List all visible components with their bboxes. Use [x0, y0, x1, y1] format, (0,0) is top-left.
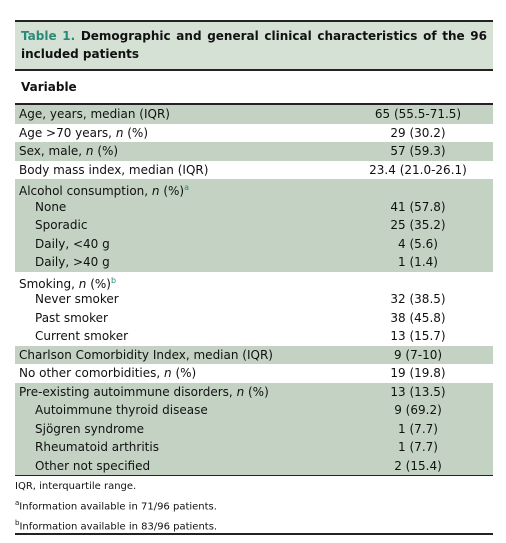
row-label: Age, years, median (IQR)	[19, 107, 170, 121]
note-mark: a	[184, 183, 190, 192]
value-cell: 1 (7.7)	[398, 440, 438, 454]
row: Pre-existing autoimmune disorders, n (%)…	[15, 382, 493, 402]
row-label: Sporadic	[35, 218, 88, 232]
row-label: Pre-existing autoimmune disorders, n (%)	[19, 384, 269, 399]
value-cell: 9 (7-10)	[393, 347, 443, 362]
label-cell: Current smoker	[15, 327, 343, 346]
row: Charlson Comorbidity Index, median (IQR)…	[15, 345, 493, 365]
row-label: Age >70 years, n (%)	[19, 125, 149, 140]
value-cell	[343, 272, 493, 291]
label-cell: Sjögren syndrome	[15, 420, 343, 439]
sub-row: Current smoker 13 (15.7)	[15, 327, 493, 346]
value-cell: 32 (38.5)	[390, 292, 446, 306]
table-title: Demographic and general clinical charact…	[21, 29, 487, 61]
value-cell: 38 (45.8)	[390, 310, 446, 325]
row: Body mass index, median (IQR) 23.4 (21.0-…	[15, 161, 493, 180]
label-cell: Never smoker	[15, 290, 343, 309]
row: Sex, male, n (%) 57 (59.3)	[15, 142, 493, 161]
value-cell	[343, 179, 493, 198]
row: Age, years, median (IQR) 65 (55.5-71.5)	[15, 105, 493, 124]
label-cell: Smoking, n (%)b	[15, 272, 343, 291]
value-cell: 9 (69.2)	[394, 403, 442, 417]
row: Alcohol consumption, n (%)a	[15, 179, 493, 198]
footnote: IQR, interquartile range.	[15, 479, 493, 495]
sub-row: Sporadic 25 (35.2)	[15, 216, 493, 235]
sub-row: Autoimmune thyroid disease 9 (69.2)	[15, 401, 493, 420]
sub-row: Past smoker 38 (45.8)	[15, 309, 493, 328]
label-cell: Sporadic	[15, 216, 343, 235]
row-label: Rheumatoid arthritis	[35, 440, 159, 454]
footnote: aInformation available in 71/96 patients…	[15, 495, 493, 515]
label-cell: Daily, <40 g	[15, 235, 343, 254]
value-cell: 13 (13.5)	[390, 384, 446, 399]
label-cell: Other not specified	[15, 457, 343, 476]
bottom-rule	[15, 533, 493, 535]
column-header: Variable	[15, 69, 493, 105]
table-caption: Table 1. Demographic and general clinica…	[15, 20, 493, 69]
row: Smoking, n (%)b	[15, 272, 493, 291]
row-label: Other not specified	[35, 458, 151, 473]
sub-row: Daily, <40 g 4 (5.6)	[15, 234, 493, 254]
label-cell: Rheumatoid arthritis	[15, 438, 343, 457]
label-cell: Daily, >40 g	[15, 253, 343, 272]
note-mark: b	[111, 275, 117, 285]
row-label: Current smoker	[35, 329, 129, 343]
sub-row: Never smoker 32 (38.5)	[15, 290, 493, 309]
sub-row: Other not specified 2 (15.4)	[15, 456, 493, 476]
footnote: bInformation available in 83/96 patients…	[15, 515, 493, 535]
footnote-text: Information available in 71/96 patients.	[19, 501, 217, 513]
value-cell: 19 (19.8)	[390, 366, 446, 380]
row-label: Past smoker	[35, 310, 108, 325]
row-label: Alcohol consumption, n (%)	[19, 184, 185, 198]
sub-row: None 41 (57.8)	[15, 197, 493, 217]
row-label: Body mass index, median (IQR)	[19, 162, 209, 177]
row-label: Sjögren syndrome	[35, 421, 145, 436]
label-cell: Past smoker	[15, 309, 343, 328]
row: Age >70 years, n (%) 29 (30.2)	[15, 124, 493, 143]
label-cell: Pre-existing autoimmune disorders, n (%)	[15, 383, 343, 402]
row-label: Never smoker	[35, 292, 119, 306]
table-box: Table 1. Demographic and general clinica…	[15, 20, 493, 536]
label-cell: Alcohol consumption, n (%)a	[15, 179, 343, 198]
footnotes: IQR, interquartile range. aInformation av…	[15, 479, 493, 536]
row-label: Charlson Comorbidity Index, median (IQR)	[19, 347, 273, 362]
row: No other comorbidities, n (%) 19 (19.8)	[15, 364, 493, 383]
label-cell: Charlson Comorbidity Index, median (IQR)	[15, 346, 343, 365]
sub-row: Daily, >40 g 1 (1.4)	[15, 253, 493, 272]
label-cell: No other comorbidities, n (%)	[15, 364, 343, 383]
value-cell: 25 (35.2)	[390, 218, 446, 232]
value-cell: 1 (7.7)	[398, 421, 438, 436]
footnote-text: Information available in 83/96 patients.	[19, 521, 218, 533]
row-label: No other comorbidities, n (%)	[19, 366, 197, 380]
row-label: None	[35, 199, 67, 214]
label-cell: Autoimmune thyroid disease	[15, 401, 343, 420]
label-cell: Age, years, median (IQR)	[15, 105, 343, 124]
row-label: Sex, male, n (%)	[19, 144, 119, 158]
footnote-mark: b	[15, 519, 20, 528]
value-cell: 1 (1.4)	[398, 255, 438, 269]
row-label: Autoimmune thyroid disease	[35, 403, 208, 417]
value-cell: 57 (59.3)	[390, 144, 446, 158]
table-body: Age, years, median (IQR) 65 (55.5-71.5) Ag…	[15, 105, 493, 476]
label-cell: None	[15, 198, 343, 217]
label-cell: Body mass index, median (IQR)	[15, 161, 343, 180]
label-cell: Sex, male, n (%)	[15, 142, 343, 161]
value-cell: 2 (15.4)	[394, 458, 442, 473]
footnote-text: IQR, interquartile range.	[15, 481, 137, 492]
value-cell: 41 (57.8)	[390, 199, 446, 214]
value-cell: 29 (30.2)	[390, 125, 446, 140]
footnote-mark: a	[15, 499, 20, 507]
row-label: Daily, >40 g	[35, 255, 110, 269]
label-cell: Age >70 years, n (%)	[15, 124, 343, 143]
table-label: Table 1.	[21, 29, 76, 43]
row-label: Smoking, n (%)	[19, 276, 111, 291]
value-cell: 4 (5.6)	[398, 236, 438, 251]
sub-row: Rheumatoid arthritis 1 (7.7)	[15, 438, 493, 457]
sub-row: Sjögren syndrome 1 (7.7)	[15, 419, 493, 439]
row-label: Daily, <40 g	[35, 236, 110, 251]
value-cell: 13 (15.7)	[390, 329, 446, 343]
value-cell: 23.4 (21.0-26.1)	[369, 162, 467, 177]
value-cell: 65 (55.5-71.5)	[374, 107, 462, 121]
